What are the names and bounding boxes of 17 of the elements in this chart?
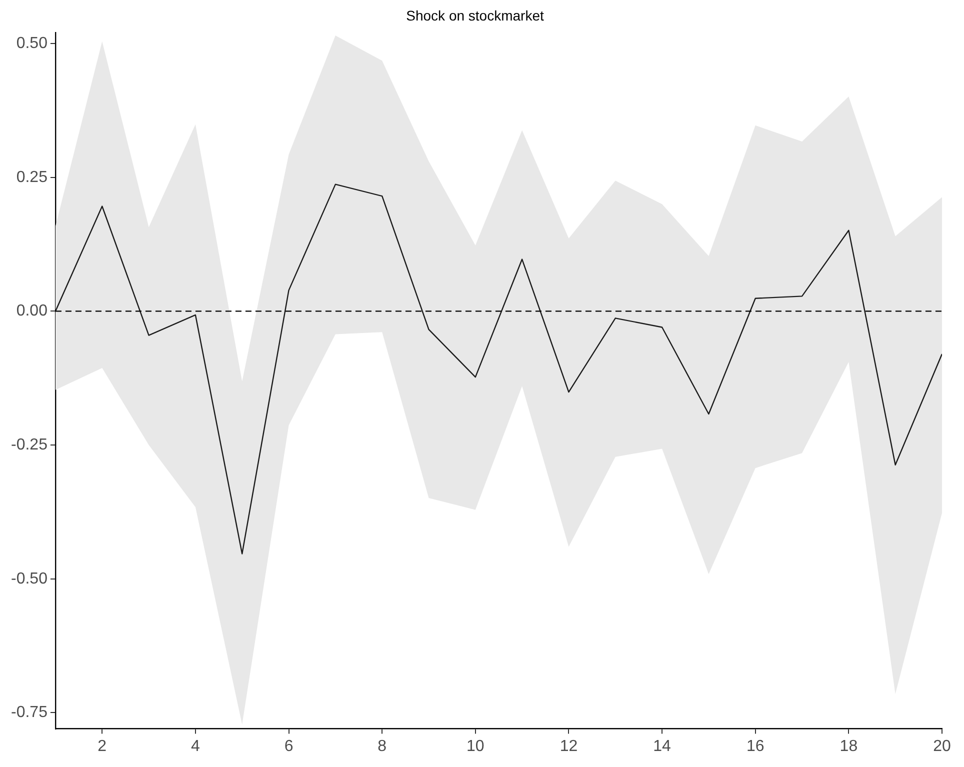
y-tick-label: 0.50 [16, 34, 48, 52]
x-tick-label: 18 [840, 738, 858, 755]
y-tick-label: -0.75 [11, 704, 48, 722]
x-tick-label: 8 [378, 738, 387, 755]
y-tick-label: -0.50 [11, 570, 48, 588]
y-tick-label: 0.00 [16, 302, 48, 320]
chart-title: Shock on stockmarket [406, 7, 544, 24]
x-tick-label: 6 [284, 738, 294, 755]
x-tick-label: 20 [933, 738, 951, 755]
x-tick-label: 12 [560, 738, 578, 755]
x-tick-label: 4 [190, 738, 200, 755]
x-tick-label: 2 [98, 738, 107, 755]
y-tick-label: -0.25 [11, 436, 48, 454]
y-tick-label: 0.25 [16, 168, 48, 186]
x-tick-label: 10 [466, 738, 484, 755]
x-tick-label: 16 [746, 738, 764, 755]
x-tick-label: 14 [653, 738, 672, 755]
